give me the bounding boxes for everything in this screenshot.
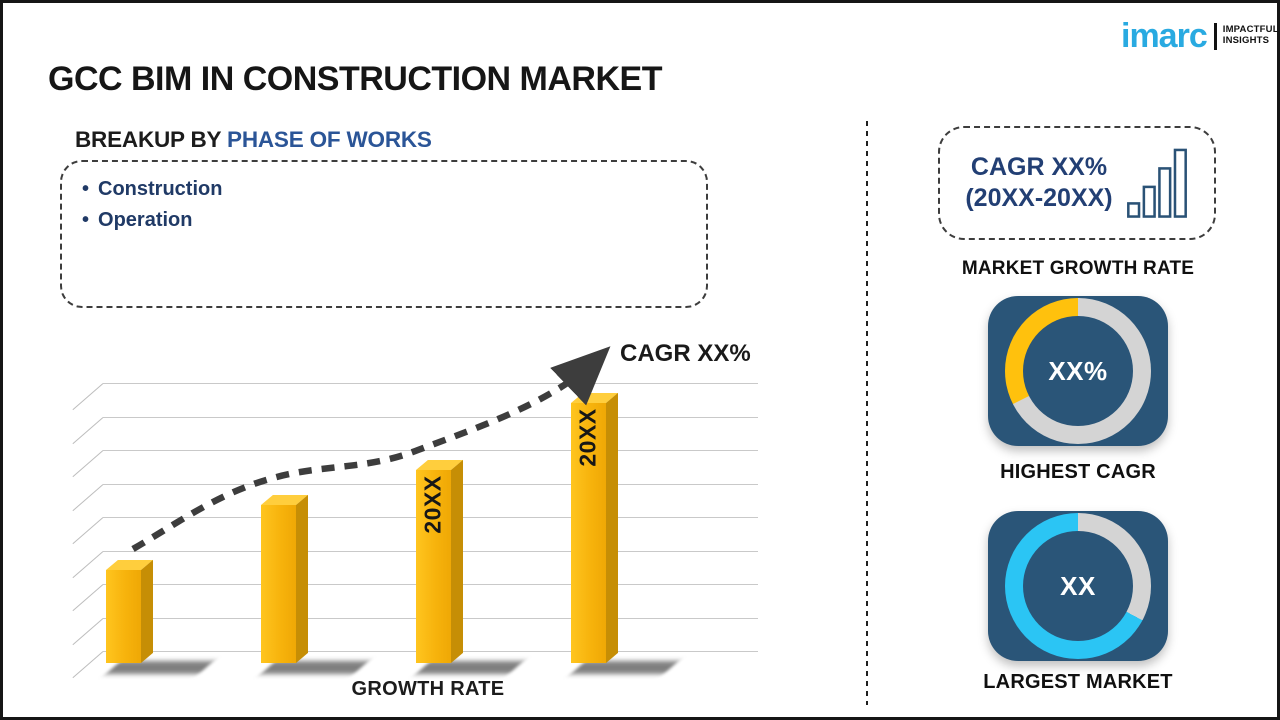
highest-cagr-card: XX% [988,296,1168,446]
page-title: GCC BIM IN CONSTRUCTION MARKET [48,60,662,98]
imarc-logo-wordmark: imarc [1121,17,1208,55]
highest-cagr-donut: XX% [1005,298,1151,444]
donut-center: XX% [1023,316,1133,426]
bar-1 [106,559,214,674]
bar-year-label: 20XX [420,474,447,534]
section-heading-black: BREAKUP BY [75,127,228,152]
growth-rate-bar-chart: 20XX 20XX CAGR XX% GROWTH RATE [68,338,768,713]
list-item: • Operation [82,205,686,236]
largest-market-value: XX [1060,570,1096,601]
highest-cagr-value: XX% [1048,355,1108,386]
bar-front-face [106,570,141,663]
gridline-diagonal [72,651,104,679]
gridline-diagonal [72,550,104,578]
section-heading: BREAKUP BY PHASE OF WORKS [75,127,432,153]
x-axis-label: GROWTH RATE [351,678,505,700]
cagr-box-text: CAGR XX% (20XX-20XX) [965,152,1113,212]
market-growth-rate-label: MARKET GROWTH RATE [961,258,1195,279]
donut-center: XX [1023,531,1133,641]
bar-4: 20XX [571,392,679,674]
logo-tagline: IMPACTFUL INSIGHTS [1222,24,1279,46]
cagr-annotation: CAGR XX% [620,340,751,367]
bullet-icon: • [82,209,90,231]
bar-3: 20XX [416,459,524,674]
gridline [72,383,758,411]
section-heading-highlight: PHASE OF WORKS [227,127,432,152]
gridline-diagonal [72,416,104,444]
bar-side-face [606,392,618,663]
imarc-logo: imarc IMPACTFUL INSIGHTS [1121,19,1279,53]
bar-year-label: 20XX [575,407,602,467]
largest-market-card: XX [988,511,1168,661]
gridline [72,416,758,444]
bar-side-face [141,559,153,663]
gridline [72,450,758,478]
phase-of-works-box: • Construction • Operation [60,160,708,308]
gridline-diagonal [72,517,104,545]
highest-cagr-label: HIGHEST CAGR [1000,461,1156,483]
bar-side-face [451,459,463,663]
market-growth-rate-box: CAGR XX% (20XX-20XX) [938,126,1216,240]
gridline-diagonal [72,584,104,612]
gridline-diagonal [72,617,104,645]
bar-chart-icon [1126,148,1187,218]
largest-market-label: LARGEST MARKET [983,671,1173,693]
gridline-diagonal [72,450,104,478]
largest-market-donut: XX [1005,513,1151,659]
bar-2 [261,494,369,674]
gridline-diagonal [72,383,104,411]
bar-side-face [296,494,308,663]
gridline-diagonal [72,483,104,511]
logo-divider [1213,22,1217,50]
list-item: • Construction [82,174,686,205]
vertical-dashed-divider [866,121,868,705]
bullet-icon: • [82,178,90,200]
bar-front-face [261,505,296,663]
